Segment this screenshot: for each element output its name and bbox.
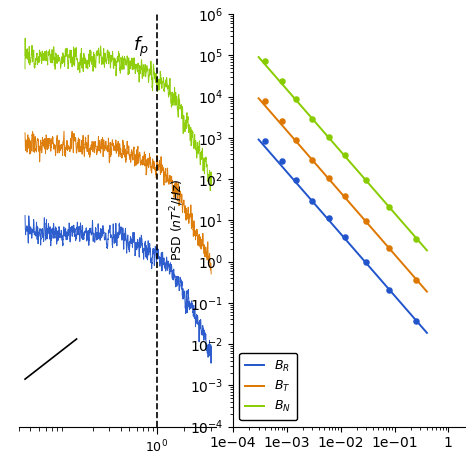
Point (292, 136, 300, 144)
Point (278, 118, 285, 125)
Point (363, 176, 370, 184)
Point (292, 96, 300, 103)
Point (309, 156, 316, 164)
Point (262, 98, 269, 105)
Text: $f_p$: $f_p$ (133, 35, 149, 59)
Point (309, 197, 316, 204)
Point (412, 318, 420, 325)
Point (325, 215, 332, 222)
Point (262, 137, 269, 145)
Point (341, 233, 349, 241)
Point (385, 245, 393, 252)
Point (341, 151, 349, 159)
Y-axis label: PSD $(nT^2/Hz)$: PSD $(nT^2/Hz)$ (168, 179, 185, 262)
Point (278, 157, 285, 165)
Point (363, 218, 370, 225)
Point (325, 174, 332, 182)
Point (363, 259, 370, 266)
Point (385, 203, 393, 211)
Legend: $B_R$, $B_T$, $B_N$: $B_R$, $B_T$, $B_N$ (239, 353, 297, 420)
Point (385, 286, 393, 293)
Point (278, 77, 285, 85)
Point (412, 235, 420, 243)
Point (292, 176, 300, 184)
Point (262, 57, 269, 64)
Point (309, 115, 316, 123)
Point (341, 192, 349, 200)
Point (412, 276, 420, 284)
Point (325, 133, 332, 140)
